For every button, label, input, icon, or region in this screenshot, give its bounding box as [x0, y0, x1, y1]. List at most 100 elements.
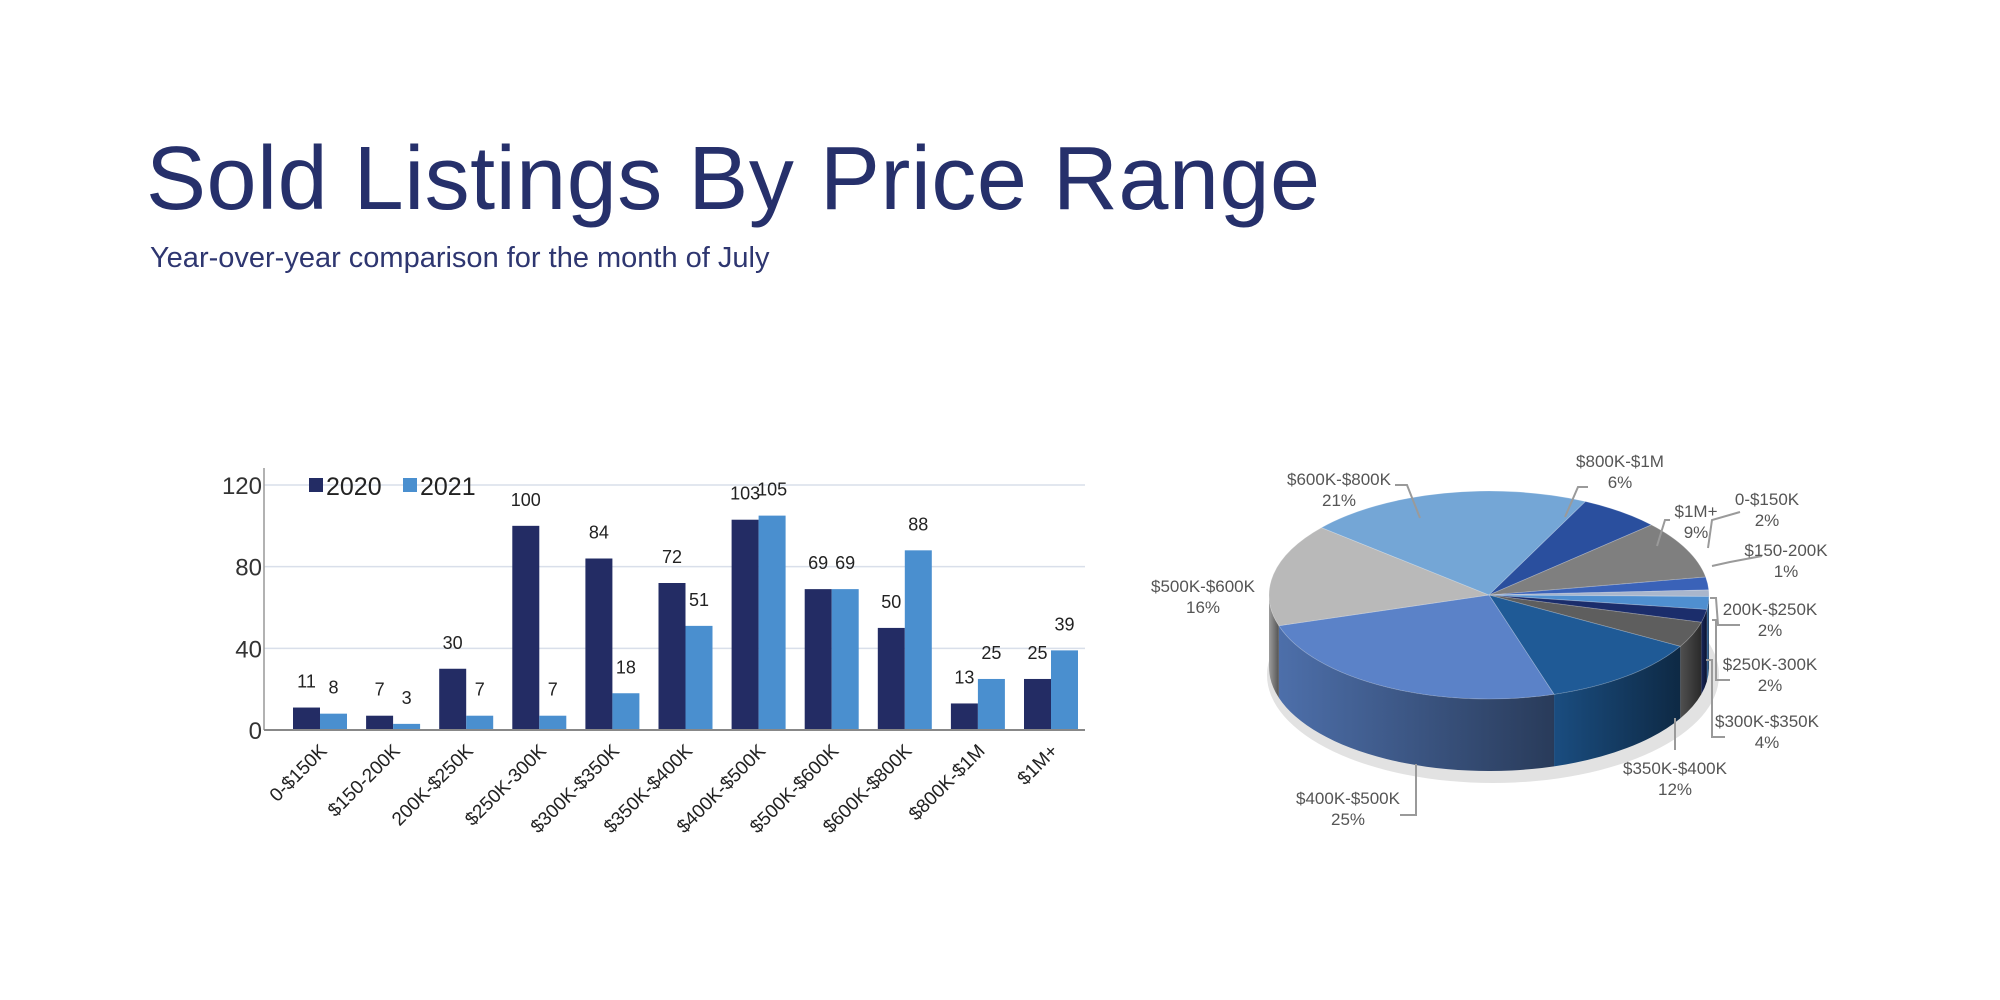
bar-2020 [658, 583, 686, 730]
bar-2020 [366, 715, 394, 730]
data-label: 7 [475, 680, 485, 700]
pie-label: $600K-$800K [1287, 470, 1392, 489]
pie-slice [1488, 594, 1710, 610]
pie-slice [1488, 594, 1682, 695]
pie-side [1701, 609, 1707, 695]
y-tick-label: 0 [249, 718, 262, 745]
pie-slice [1488, 524, 1707, 596]
leader-line [1707, 511, 1741, 549]
pie-side [1554, 646, 1681, 767]
pie-slice [1488, 594, 1702, 647]
x-tick-label: $150-200K [324, 740, 405, 821]
pie-percent: 25% [1331, 810, 1365, 829]
bar-2021 [685, 625, 713, 730]
pie-slice [1488, 594, 1708, 623]
data-label: 25 [981, 643, 1001, 663]
data-label: 11 [297, 672, 316, 692]
bar-2020 [877, 627, 905, 730]
pie-slice [1278, 594, 1555, 700]
pie-label: $350K-$400K [1623, 759, 1728, 778]
leader-line [1564, 486, 1588, 518]
x-tick-label: $800K-$1M [905, 741, 989, 825]
bar-2021 [466, 715, 494, 730]
bar-2021 [393, 723, 421, 730]
leader-line [1395, 484, 1421, 519]
data-label: 39 [1054, 614, 1074, 634]
bar-2021 [612, 693, 640, 730]
pie-side [1278, 625, 1555, 771]
pie-side [1269, 595, 1279, 698]
leader-line [1400, 764, 1417, 816]
pie-percent: 1% [1774, 562, 1799, 581]
data-label: 8 [328, 678, 338, 698]
pie-slice [1488, 501, 1653, 596]
y-tick-label: 40 [235, 636, 262, 663]
data-label: 72 [662, 547, 682, 567]
leader-line [1710, 597, 1740, 626]
bar-2020 [804, 589, 832, 730]
page-title: Sold Listings By Price Range [146, 129, 1321, 229]
pie-side [1680, 622, 1702, 719]
pie-slice [1488, 576, 1710, 596]
leader-line [1712, 619, 1730, 681]
y-tick-label: 80 [235, 555, 262, 582]
legend-label: 2021 [420, 473, 476, 501]
pie-label: $800K-$1M [1576, 452, 1664, 471]
bar-2021 [1051, 650, 1078, 730]
data-label: 100 [511, 490, 541, 510]
pie-percent: 4% [1755, 733, 1780, 752]
pie-label: $300K-$350K [1715, 712, 1820, 731]
bar-2020 [512, 525, 540, 730]
data-label: 51 [689, 590, 709, 610]
page-subtitle: Year-over-year comparison for the month … [150, 242, 770, 274]
pie-percent: 6% [1608, 473, 1633, 492]
pie-slice [1488, 589, 1710, 597]
data-label: 18 [616, 657, 636, 677]
y-tick-label: 120 [222, 473, 262, 500]
data-label: 7 [548, 680, 558, 700]
data-label: 7 [375, 680, 385, 700]
pie-chart: 0-$150K 2% $150-200K 1% 200K-$250K 2% $250K-30… [1151, 452, 1828, 829]
data-label: 13 [954, 667, 974, 687]
bar-2020 [950, 703, 978, 730]
bar-2021 [320, 713, 347, 730]
pie-percent: 21% [1322, 491, 1356, 510]
data-label: 30 [443, 633, 463, 653]
data-label: 50 [881, 592, 901, 612]
leader-line [1656, 519, 1670, 547]
pie-slice [1268, 527, 1491, 627]
x-tick-label: $1M+ [1014, 741, 1063, 790]
pie-percent: 12% [1658, 780, 1692, 799]
pie-percent: 2% [1758, 621, 1783, 640]
bar-2021 [904, 550, 932, 730]
data-label: 105 [757, 480, 787, 500]
pie-label: 0-$150K [1735, 490, 1800, 509]
bar-2021 [758, 515, 786, 730]
pie-slice [1320, 490, 1587, 596]
pie-percent: 2% [1755, 511, 1780, 530]
data-label: 88 [908, 514, 928, 534]
leader-line [1711, 555, 1763, 567]
pie-label: $500K-$600K [1151, 577, 1256, 596]
pie-label: $150-200K [1744, 541, 1828, 560]
data-label: 3 [402, 688, 412, 708]
data-label: 103 [730, 484, 760, 504]
pie-percent: 2% [1758, 676, 1783, 695]
data-label: 69 [808, 553, 828, 573]
x-tick-label: 0-$150K [266, 740, 332, 806]
pie-percent: 16% [1186, 598, 1220, 617]
pie-label: $400K-$500K [1296, 789, 1401, 808]
pie-label: $250K-300K [1723, 655, 1818, 674]
bar-2020 [1024, 678, 1051, 730]
legend-swatch-2021 [403, 478, 417, 492]
pie-label: $1M+ [1675, 502, 1718, 521]
pie-label: 200K-$250K [1723, 600, 1818, 619]
data-label: 84 [589, 523, 609, 543]
data-label: 69 [835, 553, 855, 573]
bar-2021 [977, 678, 1005, 730]
leader-line [1706, 659, 1725, 738]
legend-label: 2020 [326, 473, 382, 501]
bar-2020 [293, 707, 320, 730]
